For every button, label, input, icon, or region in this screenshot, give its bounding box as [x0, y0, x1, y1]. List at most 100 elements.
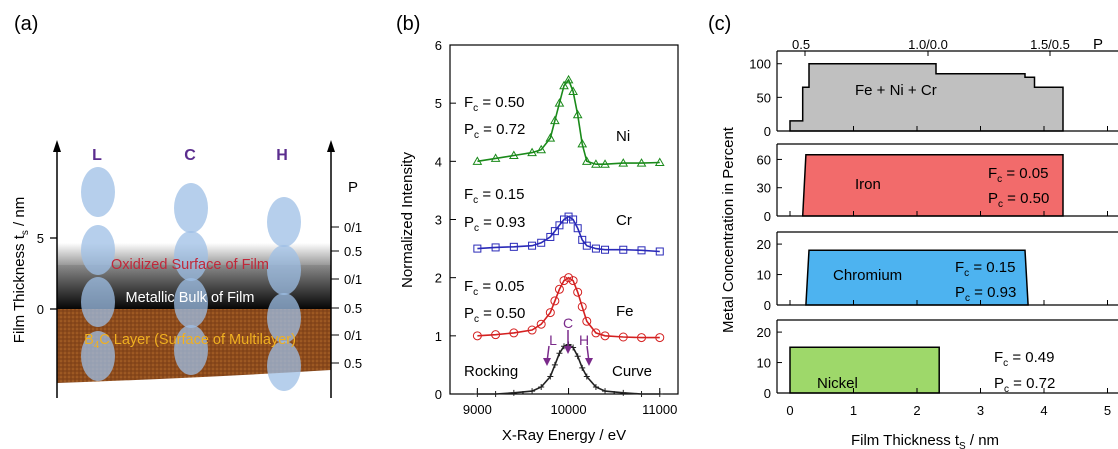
y-tick-label: 10	[757, 268, 771, 283]
rocking-label: Rocking	[464, 363, 518, 380]
data-point	[555, 221, 564, 230]
metallic-label: Metallic Bulk of Film	[126, 290, 255, 306]
data-point	[582, 316, 592, 326]
panel-a-ylabel: Film Thickness ts / nm	[11, 197, 31, 343]
ellipse-l-4	[81, 331, 115, 381]
p-tick-label: 0.5	[344, 301, 362, 316]
annotation-fe-element: Fe	[616, 303, 634, 320]
data-point	[529, 388, 536, 395]
x-tick-label: 5	[1104, 403, 1111, 418]
data-point	[510, 389, 517, 396]
data-point	[538, 384, 545, 391]
data-point	[560, 215, 568, 224]
top-tick-label: 0.5	[792, 37, 810, 52]
plot-c-subplots: 0 50 100 0 30 60 0 10 20 0 10 20 0 1 2 3 4 5	[749, 50, 1118, 418]
p-ticks: 0/1 0.5 0/1 0.5 0/1 0.5	[331, 220, 362, 371]
data-point	[559, 80, 569, 90]
y-tick-label: 60	[757, 152, 771, 167]
x-tick-label: 0	[786, 403, 793, 418]
y-tick-label: 0	[764, 386, 771, 401]
panel-b-xlabel: X-Ray Energy / eV	[502, 427, 626, 444]
ellipse-l-3	[81, 277, 115, 327]
data-point	[591, 244, 600, 253]
data-point	[556, 350, 563, 357]
data-point	[638, 391, 645, 397]
data-point	[508, 150, 519, 160]
data-point	[619, 245, 628, 254]
data-point	[546, 232, 555, 241]
data-point	[577, 302, 587, 312]
data-point	[474, 391, 481, 397]
data-point	[600, 159, 610, 168]
subplot-iron-label: Iron	[855, 176, 881, 193]
plot-b-axes: 9000 10000 11000 0 1 2 3 4 5 6	[435, 38, 678, 417]
data-point	[527, 325, 537, 335]
y-tick-label: 100	[749, 57, 771, 72]
y-tick-label: 50	[757, 90, 771, 105]
annotation-cr-element: Cr	[616, 212, 632, 229]
area-nickel	[789, 346, 940, 394]
series-ni	[472, 74, 665, 168]
ellipse-c-1	[174, 183, 208, 233]
data-point	[568, 276, 578, 286]
data-point	[554, 284, 564, 294]
data-point	[492, 391, 499, 397]
data-point	[491, 243, 500, 252]
ellipse-l-1	[81, 167, 115, 217]
x-tick-label: 9000	[463, 402, 492, 417]
data-point	[592, 384, 599, 391]
curve-label: Curve	[612, 363, 652, 380]
x-tick-label: 10000	[550, 402, 586, 417]
annotation-fe: Fc = 0.05 Pc = 0.50 Fe	[464, 278, 634, 325]
data-point	[527, 147, 537, 157]
data-point	[563, 74, 574, 84]
y-tick-label: 10	[757, 356, 771, 371]
tick-label-a-5: 5	[37, 231, 44, 246]
data-point	[654, 157, 665, 166]
data-point	[472, 331, 482, 341]
panel-a-label: (a)	[14, 13, 38, 35]
ellipse-c-3	[174, 278, 208, 328]
arrow-up-icon	[327, 140, 335, 152]
arrow-label-c: C	[563, 315, 573, 331]
data-point	[573, 224, 582, 233]
annotation-cr-fc: Fc = 0.15	[464, 186, 524, 206]
panel-b-ylabel: Normalized Intensity	[399, 152, 416, 288]
data-point	[618, 332, 628, 342]
data-point	[536, 319, 546, 329]
subplot-nickel: 0 10 20	[757, 319, 1118, 401]
data-point	[564, 212, 573, 221]
y-tick-label: 4	[435, 154, 442, 169]
p-tick-label: 0.5	[344, 244, 362, 259]
data-point	[545, 133, 556, 142]
arrow-label-h: H	[579, 332, 589, 348]
subplot-chromium: 0 10 20	[757, 231, 1118, 313]
data-point	[550, 115, 560, 125]
data-point	[636, 158, 647, 167]
area-total	[789, 62, 1064, 132]
data-point	[620, 389, 627, 396]
data-point	[537, 238, 546, 247]
annotation-ni-element: Ni	[616, 128, 630, 145]
annotation-fe-pc: Pc = 0.50	[464, 305, 525, 325]
ellipse-c-4	[174, 325, 208, 375]
data-point	[545, 308, 555, 318]
column-label-h: H	[276, 147, 288, 164]
panel-b: (b) 9000 10000 11000 0 1 2 3 4 5 6 Normalized Int…	[396, 13, 679, 444]
x-tick-label: 3	[977, 403, 984, 418]
subplot-nickel-pc: Pc = 0.72	[994, 375, 1055, 395]
column-label-c: C	[184, 147, 196, 164]
data-point	[554, 98, 565, 107]
data-point	[490, 153, 501, 162]
y-tick-label: 1	[435, 329, 442, 344]
series-fe	[472, 273, 665, 343]
data-point	[600, 331, 610, 341]
annotation-cr-pc: Pc = 0.93	[464, 214, 525, 234]
panel-c-label: (c)	[708, 13, 731, 35]
data-point	[591, 328, 601, 338]
x-tick-label: 2	[913, 403, 920, 418]
y-tick-label: 30	[757, 181, 771, 196]
data-point	[550, 296, 560, 306]
ellipse-h-2	[267, 245, 301, 295]
ellipse-l-2	[81, 225, 115, 275]
